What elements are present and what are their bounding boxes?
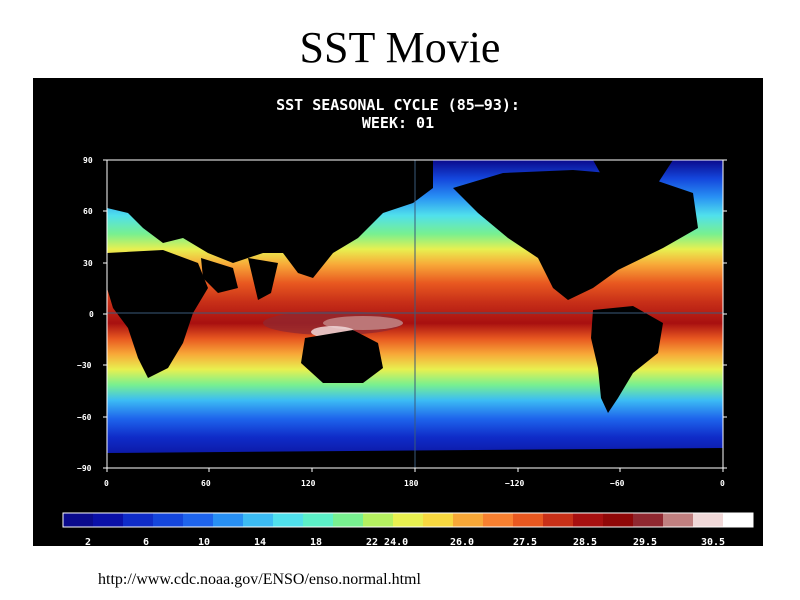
- colorbar-swatch: [513, 513, 544, 527]
- sst-map: 90 60 30 0 −30 −60 −90 0 60 120 180 −120…: [62, 156, 754, 546]
- colorbar-swatch: [123, 513, 154, 527]
- colorbar-swatch: [723, 513, 754, 527]
- lat-tick-label: −60: [77, 413, 92, 422]
- lon-tick-label: 0: [104, 479, 109, 488]
- lon-tick-label: 60: [201, 479, 211, 488]
- source-url: http://www.cdc.noaa.gov/ENSO/enso.normal…: [98, 571, 421, 588]
- colorbar-swatch: [603, 513, 634, 527]
- colorbar-label: 2: [85, 537, 91, 546]
- colorbar-swatch: [543, 513, 574, 527]
- colorbar-label: 18: [310, 537, 322, 546]
- colorbar-swatch: [273, 513, 304, 527]
- colorbar-swatch: [153, 513, 184, 527]
- lat-tick-label: −90: [77, 464, 92, 473]
- lat-tick-labels: 90 60 30 0 −30 −60 −90: [77, 156, 94, 473]
- colorbar-swatch: [363, 513, 394, 527]
- colorbar-label: 22 24.0: [366, 537, 408, 546]
- map-title-line2: WEEK: 01: [361, 114, 435, 132]
- eurasia: [107, 160, 433, 278]
- colorbar-frame: [62, 512, 754, 528]
- colorbar-label: 30.5: [701, 537, 725, 546]
- arabia: [201, 258, 238, 293]
- map-title: SST SEASONAL CYCLE (85–93): WEEK: 01: [33, 96, 763, 132]
- south-america: [591, 306, 663, 413]
- colorbar-swatch: [63, 513, 94, 527]
- map-panel: SST SEASONAL CYCLE (85–93): WEEK: 01: [33, 78, 763, 546]
- lat-tick-label: 90: [83, 156, 93, 165]
- colorbar-label: 27.5: [513, 537, 537, 546]
- colorbar-swatch: [633, 513, 664, 527]
- colorbar-swatch: [483, 513, 514, 527]
- lon-tick-label: −60: [610, 479, 625, 488]
- colorbar: [63, 513, 754, 527]
- greenland: [593, 160, 673, 190]
- colorbar-label: 14: [254, 537, 266, 546]
- lon-tick-label: 120: [301, 479, 316, 488]
- lon-tick-marks: [106, 468, 724, 472]
- colorbar-label: 10: [198, 537, 210, 546]
- colorbar-swatch: [213, 513, 244, 527]
- colorbar-swatch: [333, 513, 364, 527]
- lat-tick-label: 30: [83, 259, 93, 268]
- land-masses: [107, 160, 723, 468]
- colorbar-swatch: [573, 513, 604, 527]
- colorbar-swatch: [183, 513, 214, 527]
- colorbar-swatch: [393, 513, 424, 527]
- slide-title: SST Movie: [299, 23, 501, 72]
- india: [248, 258, 278, 300]
- colorbar-label: 26.0: [450, 537, 474, 546]
- north-america: [453, 170, 698, 300]
- colorbar-labels: 2 6 10 14 18 22 24.0 26.0 27.5 28.5 29.5…: [85, 537, 725, 546]
- lon-tick-labels: 0 60 120 180 −120 −60 0: [104, 479, 725, 488]
- colorbar-swatch: [663, 513, 694, 527]
- lon-tick-label: 180: [404, 479, 419, 488]
- lon-tick-label: 0: [720, 479, 725, 488]
- lon-tick-label: −120: [505, 479, 524, 488]
- lat-tick-label: 0: [89, 310, 94, 319]
- lat-tick-marks: [103, 159, 727, 469]
- colorbar-label: 28.5: [573, 537, 597, 546]
- lat-tick-label: −30: [77, 361, 92, 370]
- colorbar-swatch: [303, 513, 334, 527]
- colorbar-swatch: [453, 513, 484, 527]
- colorbar-label: 29.5: [633, 537, 657, 546]
- colorbar-swatch: [243, 513, 274, 527]
- warm-pool-core: [323, 316, 403, 330]
- colorbar-label: 6: [143, 537, 149, 546]
- map-title-line1: SST SEASONAL CYCLE (85–93):: [276, 96, 520, 114]
- australia: [301, 330, 383, 383]
- africa: [107, 250, 208, 378]
- colorbar-swatch: [693, 513, 724, 527]
- colorbar-swatch: [423, 513, 454, 527]
- colorbar-swatch: [93, 513, 124, 527]
- lat-tick-label: 60: [83, 207, 93, 216]
